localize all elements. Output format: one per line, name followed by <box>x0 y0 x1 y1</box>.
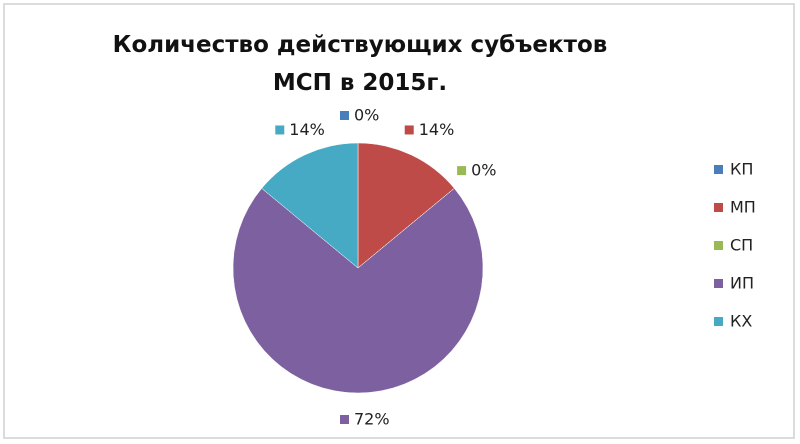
data-label: 14% <box>419 120 455 139</box>
legend-marker <box>714 241 723 250</box>
data-label: 0% <box>471 161 496 180</box>
legend-label: КХ <box>730 312 752 331</box>
data-label-marker <box>457 166 467 176</box>
chart-title: Количество действующих субъектов МСП в 2… <box>112 32 608 96</box>
pie-slice <box>261 142 359 269</box>
legend-marker <box>714 203 723 212</box>
legend-marker <box>714 165 723 174</box>
data-label-marker <box>404 125 414 135</box>
legend-label: ИП <box>730 274 754 293</box>
chart-border <box>3 3 795 439</box>
data-label: 72% <box>354 410 390 429</box>
legend-label: МП <box>730 198 756 217</box>
data-label: 14% <box>289 120 325 139</box>
legend-label: СП <box>730 236 753 255</box>
legend-marker <box>714 279 723 288</box>
pie-slice <box>232 187 484 394</box>
data-label-marker <box>340 111 349 120</box>
data-label-marker <box>340 415 349 424</box>
data-label-marker <box>275 125 285 135</box>
pie-slice <box>357 142 455 269</box>
data-label: 0% <box>354 106 379 125</box>
legend-label: КП <box>730 160 753 179</box>
legend-marker <box>714 317 723 326</box>
